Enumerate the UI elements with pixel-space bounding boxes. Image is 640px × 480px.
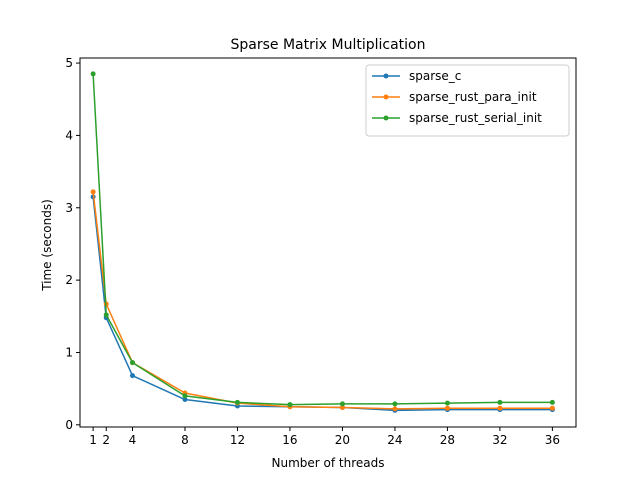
x-tick-label: 8	[181, 433, 189, 447]
data-point-sparse_c	[182, 397, 188, 403]
legend: sparse_c sparse_rust_para_init sparse_rust…	[365, 64, 570, 137]
legend-marker	[383, 115, 389, 121]
data-point-sparse_rust_serial_init	[103, 312, 109, 318]
x-tick-label: 4	[129, 433, 137, 447]
legend-label: sparse_c	[409, 69, 461, 83]
data-point-sparse_rust_serial_init	[339, 401, 345, 407]
legend-label: sparse_rust_serial_init	[409, 111, 542, 125]
data-point-sparse_rust_serial_init	[444, 400, 450, 406]
data-point-sparse_rust_serial_init	[392, 401, 398, 407]
x-tick-label: 16	[282, 433, 297, 447]
x-tick-label: 36	[545, 433, 560, 447]
x-tick-label: 1	[89, 433, 97, 447]
data-point-sparse_rust_para_init	[497, 405, 503, 411]
data-point-sparse_rust_serial_init	[287, 402, 293, 408]
data-point-sparse_rust_serial_init	[129, 360, 135, 366]
x-tick-label: 24	[387, 433, 402, 447]
data-point-sparse_rust_para_init	[339, 404, 345, 410]
legend-box	[365, 64, 570, 137]
y-tick-label: 4	[65, 128, 73, 142]
x-tick-label: 28	[440, 433, 455, 447]
y-tick-label: 1	[65, 345, 73, 359]
plot-series	[90, 71, 555, 413]
data-point-sparse_rust_serial_init	[182, 393, 188, 399]
chart-title: Sparse Matrix Multiplication	[231, 37, 426, 53]
data-point-sparse_rust_para_init	[549, 405, 555, 411]
data-point-sparse_rust_para_init	[90, 189, 96, 195]
legend-label: sparse_rust_para_init	[409, 90, 537, 104]
x-tick-label: 12	[230, 433, 245, 447]
data-point-sparse_rust_serial_init	[234, 399, 240, 405]
legend-marker	[383, 94, 389, 100]
data-point-sparse_rust_serial_init	[497, 399, 503, 405]
x-axis-label: Number of threads	[272, 456, 385, 470]
x-tick-label: 32	[492, 433, 507, 447]
x-tick-label: 2	[102, 433, 110, 447]
y-tick-label: 5	[65, 56, 73, 70]
y-tick-label: 3	[65, 201, 73, 215]
x-tick-label: 20	[335, 433, 350, 447]
data-point-sparse_rust_para_init	[444, 405, 450, 411]
data-point-sparse_rust_para_init	[392, 406, 398, 412]
y-tick-label: 2	[65, 273, 73, 287]
y-tick-label: 0	[65, 418, 73, 432]
data-point-sparse_c	[129, 373, 135, 379]
data-point-sparse_rust_serial_init	[549, 399, 555, 405]
y-axis: 0 1 2 3 4 5	[65, 56, 80, 432]
y-axis-label: Time (seconds)	[40, 199, 54, 292]
data-point-sparse_rust_serial_init	[90, 71, 96, 77]
plot-frame	[79, 57, 577, 428]
x-axis: 1 2 4 8 12 16 20 24 28 32 36	[89, 427, 560, 447]
legend-marker	[383, 73, 389, 79]
